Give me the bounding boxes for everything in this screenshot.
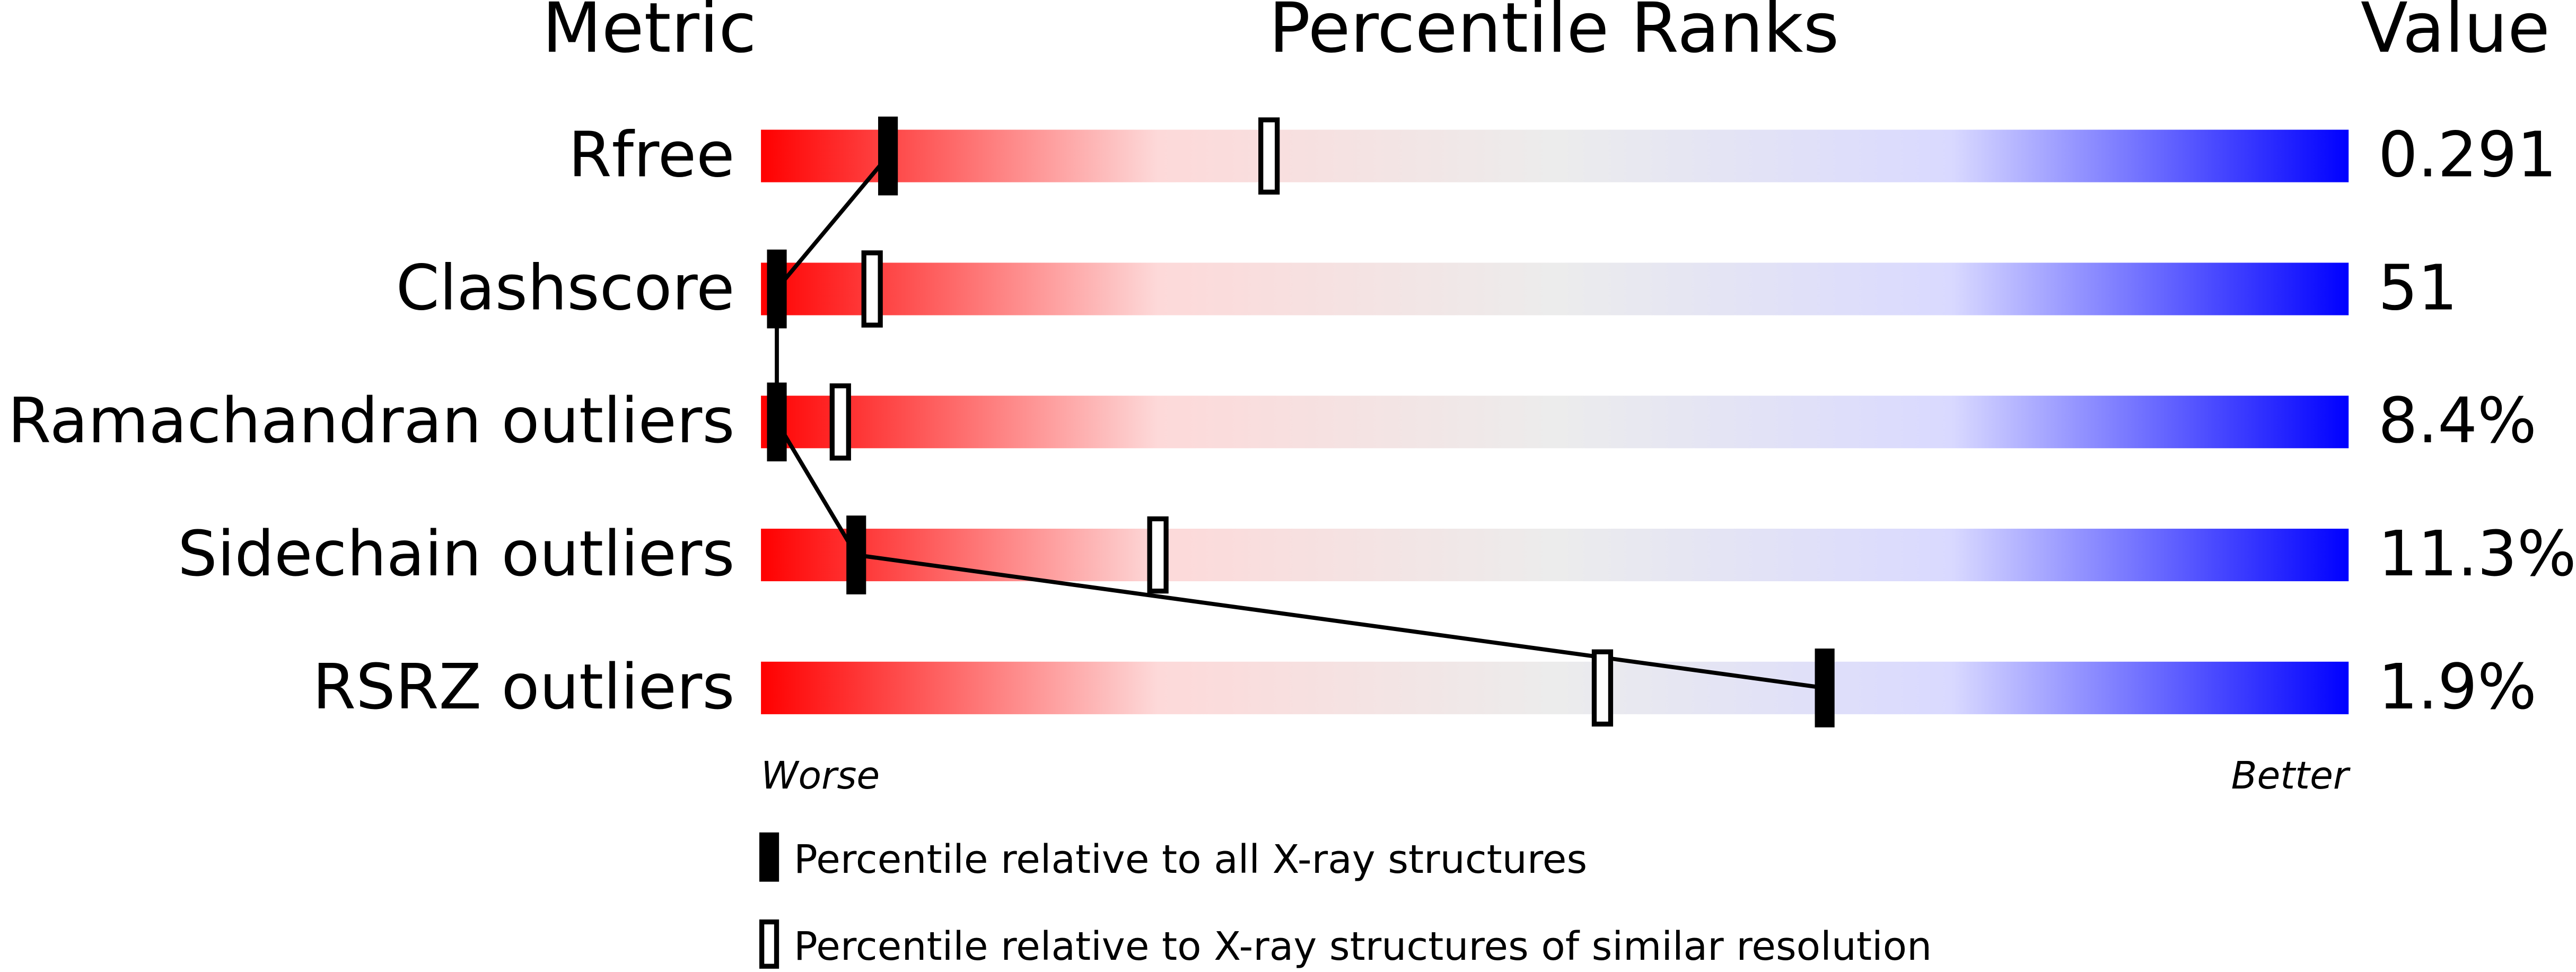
worse-label: Worse [761,754,880,798]
value-header: Value [2361,0,2550,68]
slider-bar [761,661,2349,714]
slider-bar [761,262,2349,316]
percentile-marker-open [1591,649,1614,727]
legend-label: Percentile relative to all X-ray structu… [794,836,1587,882]
percentile-marker [767,249,787,329]
metric-value: 11.3% [2378,518,2576,590]
slider-bar [761,396,2349,449]
metric-value: 0.291 [2378,119,2557,191]
metric-label: Ramachandran outliers [8,384,735,457]
percentile-marker-open [829,383,851,461]
percentile-marker-open [1258,117,1280,195]
metric-label: Sidechain outliers [178,518,734,590]
metric-value: 1.9% [2378,651,2537,723]
better-label: Better [2231,754,2351,798]
percentile-marker [1815,649,1835,728]
legend-swatch [759,919,779,969]
metric-label: RSRZ outliers [312,651,734,723]
metric-header: Metric [542,0,756,68]
metric-value: 8.4% [2378,384,2537,457]
legend-swatch [759,832,779,882]
percentile-marker [846,515,866,594]
legend-label: Percentile relative to X-ray structures … [794,923,1932,969]
percentile-marker [767,382,787,462]
percentile-marker [878,116,898,196]
metric-label: Clashscore [396,251,735,324]
metric-value: 51 [2378,251,2458,324]
metric-label: Rfree [568,119,735,191]
percentile-marker-open [861,250,883,328]
slider-bar [761,129,2349,182]
percentile-marker-open [1147,516,1169,594]
slider-bar [761,529,2349,582]
percentile-header: Percentile Ranks [1269,0,1839,68]
